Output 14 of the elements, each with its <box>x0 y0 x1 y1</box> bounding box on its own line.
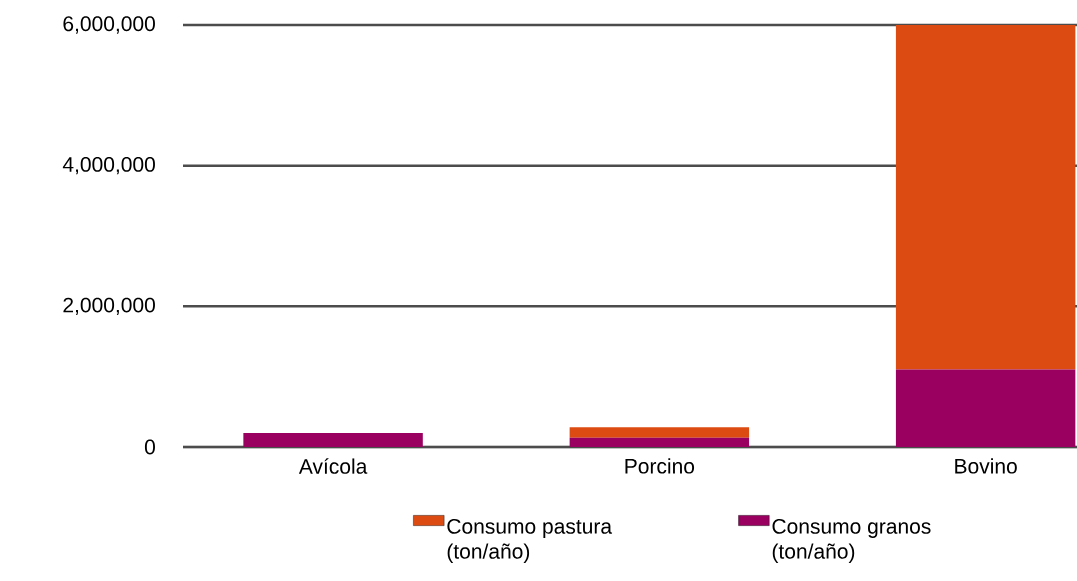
bar <box>243 432 423 447</box>
bar <box>569 427 750 438</box>
x-tick-label: Bovino <box>955 458 1017 474</box>
bar <box>895 25 1076 370</box>
x-tick-label: Porcino <box>625 458 695 474</box>
y-tick-label: 4,000,000 <box>62 156 155 175</box>
legend-label: Consumo pastura (ton/año) <box>447 518 613 563</box>
y-tick-label: 6,000,000 <box>63 16 155 34</box>
bar <box>569 437 750 447</box>
legend-label: Consumo granos (ton/año) <box>772 518 931 563</box>
bar <box>895 369 1076 447</box>
x-tick-label: Avícola <box>298 458 368 474</box>
y-tick-label: 0 <box>144 439 155 455</box>
y-tick-label: 2,000,000 <box>63 297 155 315</box>
